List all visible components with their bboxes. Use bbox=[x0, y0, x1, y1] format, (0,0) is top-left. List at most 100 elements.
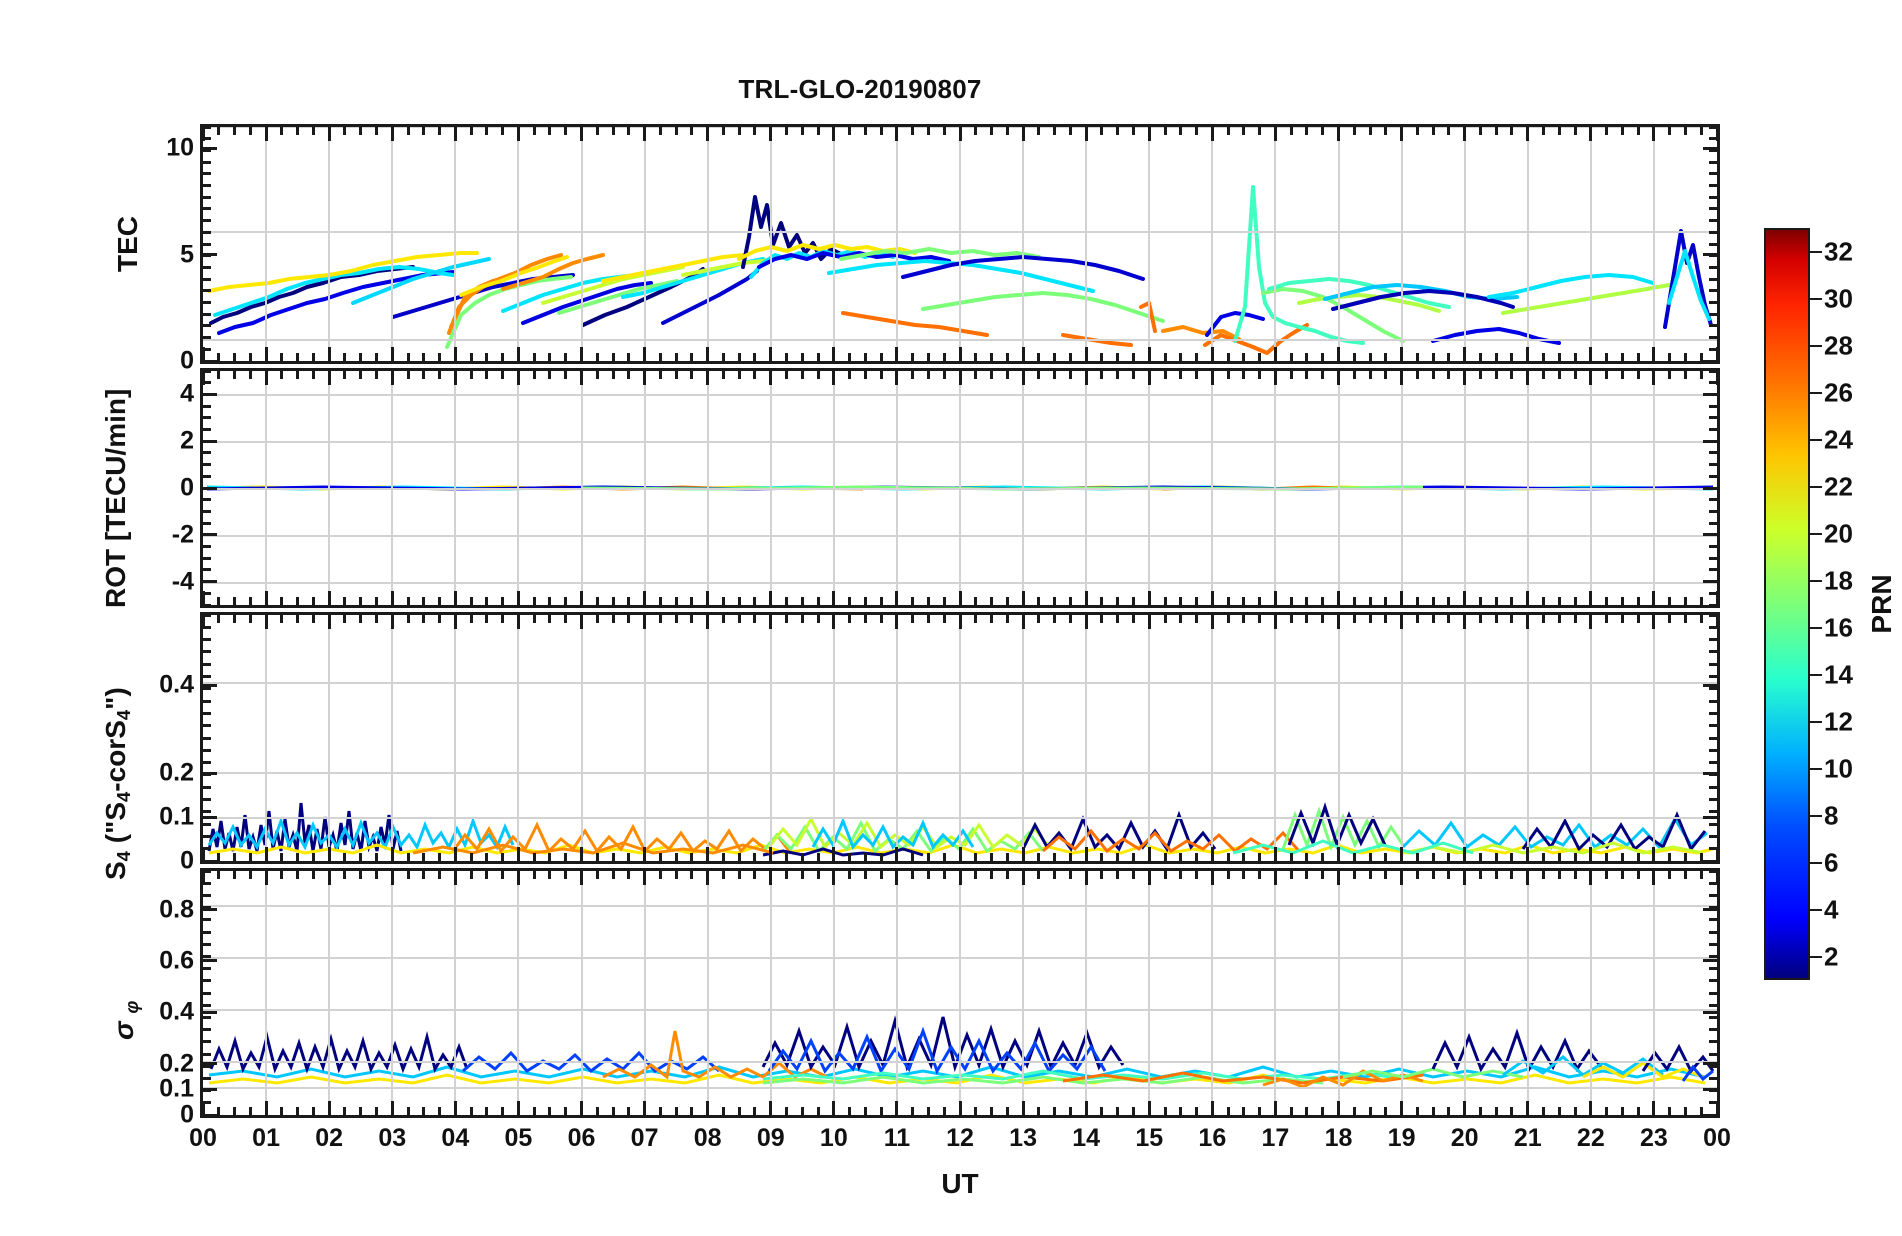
axis-tick-minor bbox=[863, 127, 867, 135]
axis-tick-minor bbox=[1557, 853, 1561, 861]
axis-tick-major bbox=[958, 1101, 962, 1115]
axis-tick-minor bbox=[248, 127, 252, 135]
axis-tick-minor bbox=[848, 853, 852, 861]
axis-tick-minor bbox=[1709, 392, 1717, 396]
axis-tick-minor bbox=[233, 127, 237, 135]
axis-tick-major bbox=[1273, 1101, 1277, 1115]
axis-tick-minor bbox=[863, 871, 867, 879]
axis-tick-minor bbox=[848, 127, 852, 135]
axis-tick-minor bbox=[1709, 761, 1717, 765]
axis-tick-minor bbox=[1037, 597, 1041, 605]
axis-tick-minor bbox=[1709, 1028, 1717, 1032]
axis-tick-minor bbox=[1131, 615, 1135, 623]
axis-tick-minor bbox=[1709, 1113, 1717, 1115]
axis-tick-minor bbox=[203, 798, 211, 801]
axis-tick-minor bbox=[816, 871, 820, 879]
axis-tick-minor bbox=[1709, 773, 1717, 777]
gridline-vertical bbox=[454, 127, 457, 361]
axis-tick-minor bbox=[203, 736, 211, 740]
gridline-vertical bbox=[580, 127, 583, 361]
axis-tick-minor bbox=[627, 871, 631, 879]
axis-tick-minor bbox=[1683, 871, 1687, 879]
axis-tick-major bbox=[1021, 591, 1025, 605]
axis-tick-minor bbox=[203, 785, 211, 789]
axis-tick-minor bbox=[1709, 1015, 1717, 1019]
axis-tick-minor bbox=[1068, 1107, 1072, 1115]
axis-tick-minor bbox=[1179, 353, 1183, 361]
axis-tick-minor bbox=[595, 371, 599, 379]
axis-tick-minor bbox=[1699, 853, 1703, 861]
axis-tick-major bbox=[453, 371, 457, 385]
axis-tick-minor bbox=[974, 597, 978, 605]
axis-tick-minor bbox=[1709, 1052, 1717, 1056]
gridline-vertical bbox=[959, 371, 961, 605]
axis-tick-minor bbox=[674, 597, 678, 605]
ytick-label: 0 bbox=[180, 846, 194, 875]
axis-tick-minor bbox=[548, 353, 552, 361]
xtick-label: 14 bbox=[1072, 1124, 1101, 1152]
axis-tick-minor bbox=[1709, 603, 1717, 605]
gridline-vertical bbox=[454, 371, 457, 605]
axis-tick-major bbox=[390, 615, 394, 629]
axis-tick-minor bbox=[1431, 853, 1435, 861]
axis-tick-minor bbox=[1305, 853, 1309, 861]
axis-tick-minor bbox=[203, 439, 211, 443]
axis-tick-minor bbox=[203, 277, 211, 281]
axis-tick-minor bbox=[674, 371, 678, 379]
axis-tick-minor bbox=[1709, 881, 1717, 885]
axis-tick-minor bbox=[532, 1107, 536, 1115]
axis-tick-minor bbox=[863, 353, 867, 361]
axis-tick-major bbox=[832, 591, 836, 605]
axis-tick-major bbox=[895, 847, 899, 861]
axis-tick-minor bbox=[1100, 853, 1104, 861]
axis-tick-minor bbox=[1709, 347, 1717, 351]
axis-tick-minor bbox=[1384, 127, 1388, 135]
axis-tick-minor bbox=[863, 1107, 867, 1115]
axis-tick-minor bbox=[1068, 853, 1072, 861]
axis-tick-minor bbox=[564, 371, 568, 379]
axis-tick-major bbox=[1210, 871, 1214, 885]
axis-tick-minor bbox=[1709, 1101, 1717, 1105]
axis-tick-major bbox=[1463, 591, 1467, 605]
axis-tick-minor bbox=[248, 853, 252, 861]
axis-tick-major bbox=[1337, 127, 1340, 141]
axis-tick-minor bbox=[1005, 597, 1009, 605]
axis-tick-minor bbox=[1195, 353, 1199, 361]
axis-tick-minor bbox=[800, 871, 804, 879]
axis-tick-minor bbox=[926, 127, 930, 135]
panel-sigma bbox=[200, 868, 1720, 1118]
axis-tick-minor bbox=[690, 353, 694, 361]
axis-tick-major bbox=[1400, 1101, 1404, 1115]
axis-tick-minor bbox=[627, 371, 631, 379]
axis-tick-minor bbox=[438, 353, 442, 361]
axis-tick-minor bbox=[1352, 127, 1356, 135]
axis-tick-major bbox=[895, 347, 899, 361]
axis-tick-major bbox=[1652, 1101, 1656, 1115]
axis-tick-major bbox=[1337, 615, 1340, 629]
xtick-label: 23 bbox=[1640, 1124, 1668, 1152]
axis-tick-major bbox=[516, 591, 520, 605]
axis-tick-major bbox=[1400, 371, 1404, 385]
axis-tick-minor bbox=[1447, 615, 1451, 623]
gridline-vertical bbox=[1211, 127, 1214, 361]
gridline-vertical bbox=[832, 871, 835, 1115]
axis-tick-minor bbox=[990, 615, 994, 623]
axis-tick-major bbox=[203, 847, 205, 861]
axis-tick-major bbox=[895, 591, 899, 605]
axis-tick-minor bbox=[974, 371, 978, 379]
axis-tick-minor bbox=[203, 893, 211, 897]
colorbar-tick bbox=[1810, 720, 1822, 723]
axis-tick-minor bbox=[816, 853, 820, 861]
axis-tick-minor bbox=[1415, 1107, 1419, 1115]
axis-tick-minor bbox=[438, 597, 442, 605]
axis-tick-minor bbox=[1636, 853, 1640, 861]
gridline-vertical bbox=[1400, 371, 1403, 605]
axis-tick-minor bbox=[422, 853, 426, 861]
axis-tick-minor bbox=[785, 371, 789, 379]
axis-tick-minor bbox=[343, 353, 347, 361]
axis-tick-minor bbox=[753, 871, 757, 879]
axis-tick-minor bbox=[203, 1003, 211, 1007]
axis-tick-minor bbox=[343, 853, 347, 861]
gridline-vertical bbox=[391, 615, 394, 861]
xtick-label: 11 bbox=[883, 1124, 911, 1152]
